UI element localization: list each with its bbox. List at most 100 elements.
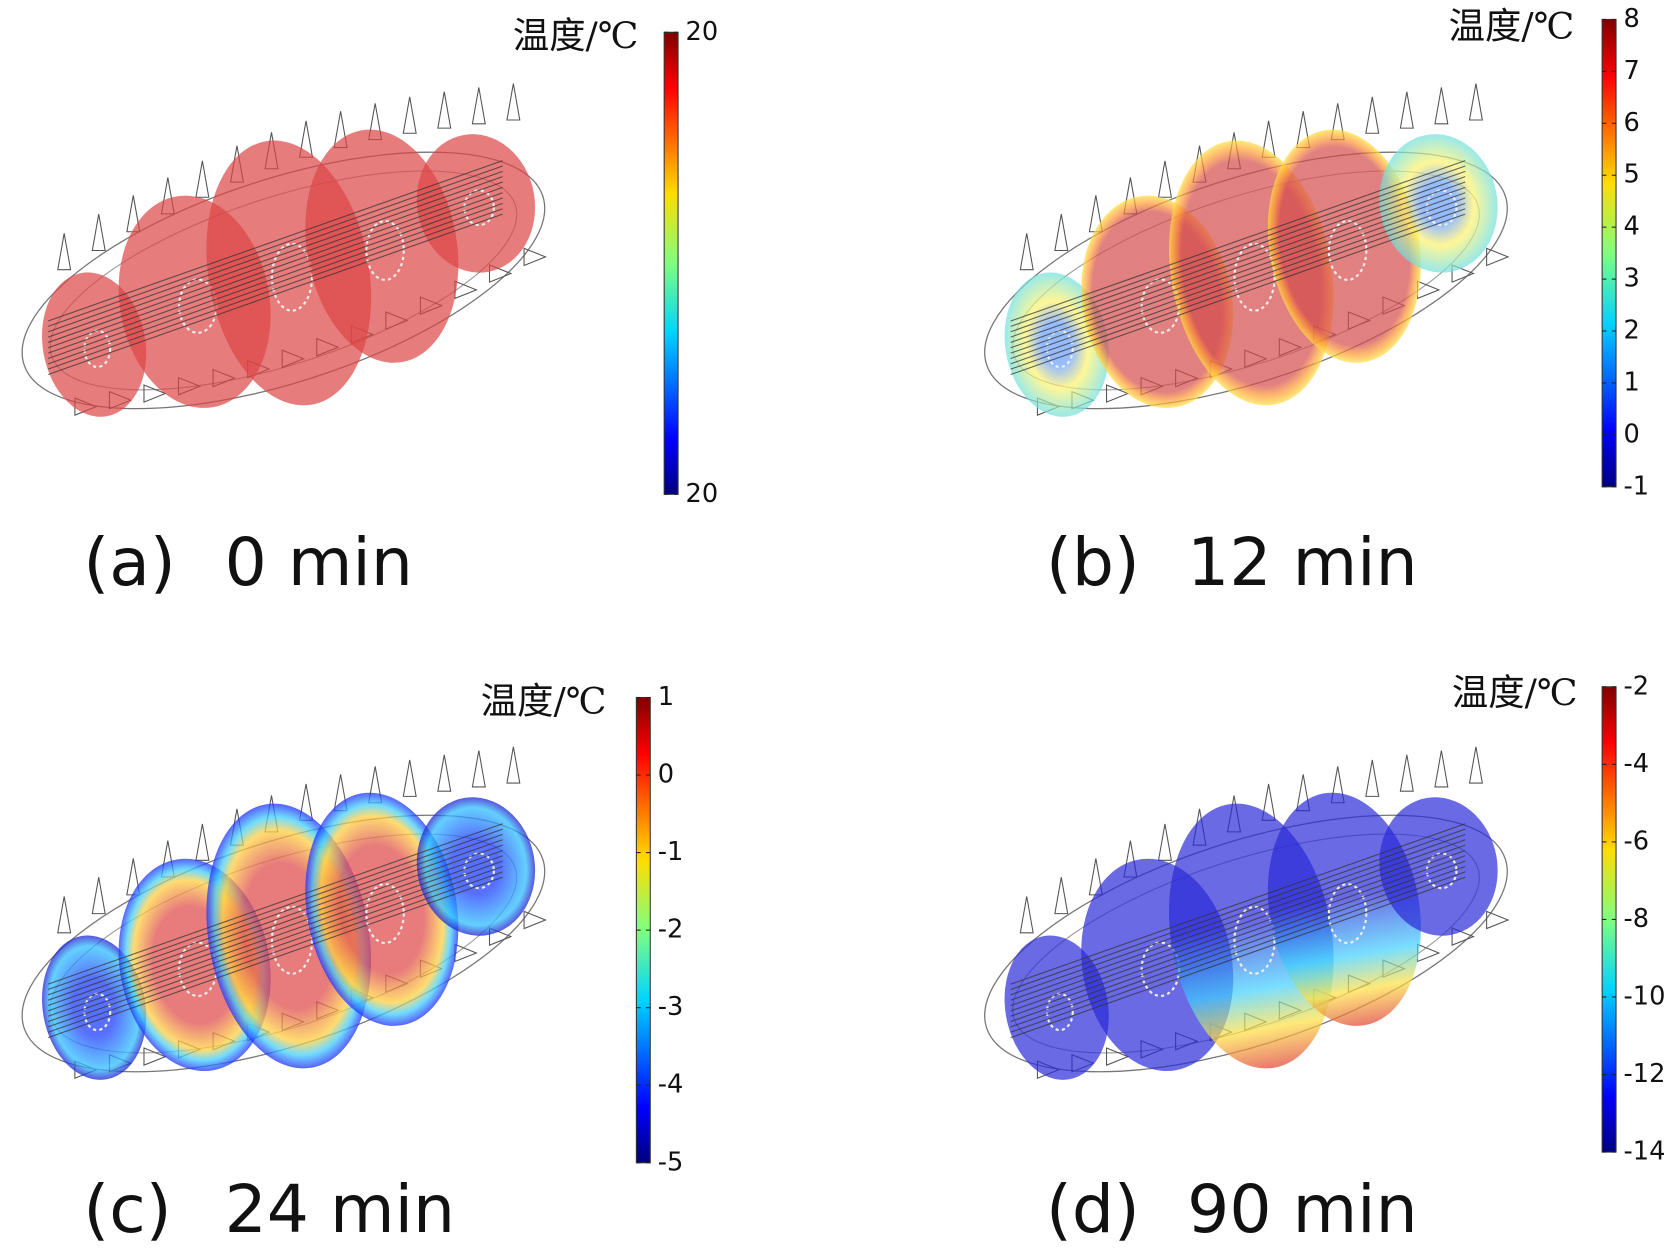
panel-label: (a) — [83, 523, 175, 601]
spike — [1365, 96, 1380, 134]
rod — [1010, 202, 1466, 365]
spike — [471, 750, 486, 788]
rod — [47, 823, 503, 985]
rod — [1010, 176, 1466, 338]
rod — [1010, 855, 1466, 1017]
spike — [1019, 896, 1034, 934]
hole-ring — [463, 189, 495, 227]
hole-ring — [463, 852, 495, 890]
spike — [506, 746, 521, 784]
spike — [143, 1047, 167, 1066]
spike — [1157, 160, 1173, 198]
spike — [1054, 877, 1069, 915]
hole-ring — [365, 883, 405, 945]
rod — [47, 855, 503, 1017]
rod — [1010, 208, 1466, 370]
rod — [1010, 860, 1466, 1023]
rod — [47, 176, 503, 338]
spike — [1486, 247, 1510, 267]
rod — [47, 833, 503, 996]
rod — [1010, 876, 1466, 1039]
section-disc — [416, 797, 536, 936]
rod — [47, 186, 503, 349]
panel-label: (b) — [1046, 523, 1140, 601]
spike — [471, 87, 486, 125]
colorbar-tick-label: -3 — [658, 992, 684, 1022]
spike — [1399, 91, 1414, 129]
colorbar-tick-label: 7 — [1624, 56, 1640, 86]
rod — [1010, 197, 1466, 359]
rod — [1010, 849, 1466, 1012]
rod — [47, 202, 503, 365]
hole-ring — [270, 242, 314, 312]
rod — [1010, 828, 1466, 991]
spike — [402, 759, 417, 797]
spike — [1106, 384, 1130, 403]
rod — [1010, 844, 1466, 1007]
colorbar-tick-label: -4 — [658, 1070, 684, 1100]
section-disc — [416, 134, 536, 273]
rod — [1010, 839, 1466, 1001]
rod — [47, 197, 503, 359]
hole-ring — [1327, 219, 1368, 281]
rod — [1010, 833, 1466, 996]
colorbar-tick-label: 4 — [1624, 212, 1640, 242]
spike — [1486, 910, 1510, 930]
rod — [47, 871, 503, 1033]
spike — [195, 160, 210, 198]
rod — [1010, 192, 1466, 354]
rod — [47, 839, 503, 1001]
colorbar-tick-label: -4 — [1624, 749, 1650, 779]
hole-ring — [1425, 852, 1458, 890]
spike — [1365, 759, 1380, 797]
rod — [47, 165, 503, 327]
colorbar-tick-label: -1 — [1624, 471, 1650, 501]
spike — [1054, 214, 1069, 252]
spike — [57, 896, 72, 934]
rod — [47, 876, 503, 1039]
spike — [195, 823, 210, 861]
model — [984, 83, 1510, 417]
colorbar-tick-label: -10 — [1624, 981, 1666, 1011]
spike — [1468, 746, 1483, 784]
models — [21, 83, 1510, 1080]
colorbar-tick-label: -2 — [658, 915, 684, 945]
model — [21, 746, 547, 1080]
panel-time: 0 min — [225, 523, 413, 601]
spike — [1157, 823, 1173, 861]
colorbar-title: 温度/℃ — [513, 14, 639, 57]
colorbar-tick-label: -12 — [1624, 1059, 1666, 1089]
hole-ring — [270, 905, 314, 975]
colorbar-tick-label: 6 — [1624, 108, 1640, 138]
spike — [437, 91, 452, 129]
colorbar-title: 温度/℃ — [1452, 671, 1578, 714]
spike — [57, 233, 72, 271]
colorbar-tick-label: 1 — [1624, 367, 1640, 397]
colorbar-tick-label: -14 — [1624, 1137, 1666, 1167]
rod — [1010, 186, 1466, 349]
colorbar-tick-label: 20 — [686, 17, 719, 47]
section-disc — [1379, 134, 1498, 273]
model — [21, 83, 547, 417]
colorbar-tick-label: -2 — [1624, 671, 1650, 701]
colorbar-title: 温度/℃ — [481, 679, 607, 722]
colorbar-tick-label: 8 — [1624, 4, 1640, 34]
spike — [143, 384, 167, 403]
rod — [47, 860, 503, 1023]
model — [984, 746, 1510, 1080]
panel-time: 90 min — [1187, 1170, 1417, 1248]
spike — [1468, 83, 1483, 121]
spike — [523, 910, 547, 930]
colorbar-tick-label: 20 — [686, 479, 719, 509]
rod — [1010, 165, 1466, 327]
hole-ring — [1327, 883, 1368, 945]
colorbar-tick-label: 3 — [1624, 264, 1640, 294]
panel-label: (c) — [83, 1170, 171, 1248]
rod — [47, 213, 503, 376]
rod — [47, 849, 503, 1012]
rod — [1010, 865, 1466, 1028]
rod — [47, 192, 503, 354]
colorbar-tick-label: 2 — [1624, 316, 1640, 346]
colorbar-tick-label: 5 — [1624, 160, 1640, 190]
rod — [1010, 170, 1466, 333]
